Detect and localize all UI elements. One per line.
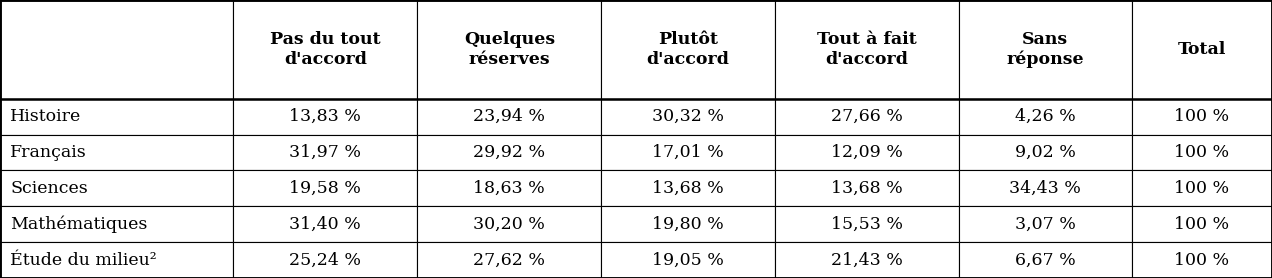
Bar (602, 0, 775, 99)
Text: Total: Total (1178, 41, 1226, 58)
Bar (0, 0, 233, 99)
Bar (417, 135, 602, 170)
Bar (0, 135, 233, 170)
Bar (417, 170, 602, 206)
Bar (959, 99, 1132, 135)
Text: 23,94 %: 23,94 % (473, 108, 546, 125)
Text: 34,43 %: 34,43 % (1010, 180, 1081, 197)
Bar (959, 0, 1132, 99)
Bar (775, 242, 959, 278)
Text: 18,63 %: 18,63 % (473, 180, 546, 197)
Text: Sciences: Sciences (10, 180, 88, 197)
Text: 21,43 %: 21,43 % (831, 252, 903, 269)
Bar (233, 0, 417, 99)
Text: Sans
réponse: Sans réponse (1006, 31, 1084, 68)
Text: 13,68 %: 13,68 % (653, 180, 724, 197)
Text: 100 %: 100 % (1174, 216, 1230, 233)
Bar (233, 242, 417, 278)
Bar (1132, 135, 1272, 170)
Text: 13,83 %: 13,83 % (290, 108, 361, 125)
Bar (1132, 206, 1272, 242)
Bar (602, 242, 775, 278)
Bar (233, 135, 417, 170)
Text: 100 %: 100 % (1174, 252, 1230, 269)
Text: 6,67 %: 6,67 % (1015, 252, 1076, 269)
Bar (602, 135, 775, 170)
Text: 13,68 %: 13,68 % (831, 180, 903, 197)
Bar (0, 206, 233, 242)
Bar (417, 99, 602, 135)
Text: 17,01 %: 17,01 % (653, 144, 724, 161)
Text: Histoire: Histoire (10, 108, 81, 125)
Text: 15,53 %: 15,53 % (831, 216, 903, 233)
Bar (417, 206, 602, 242)
Bar (0, 170, 233, 206)
Text: 19,80 %: 19,80 % (653, 216, 724, 233)
Bar (233, 170, 417, 206)
Bar (775, 170, 959, 206)
Bar (775, 135, 959, 170)
Bar (1132, 170, 1272, 206)
Text: 9,02 %: 9,02 % (1015, 144, 1076, 161)
Text: 3,07 %: 3,07 % (1015, 216, 1076, 233)
Bar (775, 206, 959, 242)
Text: Pas du tout
d'accord: Pas du tout d'accord (270, 31, 380, 68)
Text: Quelques
réserves: Quelques réserves (464, 31, 555, 68)
Bar (1132, 0, 1272, 99)
Text: 19,58 %: 19,58 % (290, 180, 361, 197)
Text: 100 %: 100 % (1174, 108, 1230, 125)
Text: Français: Français (10, 144, 86, 161)
Bar (417, 0, 602, 99)
Text: 27,66 %: 27,66 % (831, 108, 903, 125)
Bar (417, 242, 602, 278)
Bar (775, 0, 959, 99)
Text: Étude du milieu²: Étude du milieu² (10, 252, 156, 269)
Text: 30,32 %: 30,32 % (653, 108, 724, 125)
Bar (775, 99, 959, 135)
Text: Tout à fait
d'accord: Tout à fait d'accord (817, 31, 917, 68)
Bar (959, 206, 1132, 242)
Text: 30,20 %: 30,20 % (473, 216, 546, 233)
Bar (959, 170, 1132, 206)
Text: 100 %: 100 % (1174, 180, 1230, 197)
Bar (1132, 99, 1272, 135)
Bar (0, 242, 233, 278)
Text: 27,62 %: 27,62 % (473, 252, 546, 269)
Bar (959, 242, 1132, 278)
Text: 25,24 %: 25,24 % (289, 252, 361, 269)
Bar (1132, 242, 1272, 278)
Bar (959, 135, 1132, 170)
Bar (602, 170, 775, 206)
Text: 31,97 %: 31,97 % (289, 144, 361, 161)
Text: Mathématiques: Mathématiques (10, 215, 148, 233)
Text: 100 %: 100 % (1174, 144, 1230, 161)
Bar (0, 99, 233, 135)
Text: 31,40 %: 31,40 % (290, 216, 361, 233)
Text: 12,09 %: 12,09 % (831, 144, 903, 161)
Bar (602, 206, 775, 242)
Text: Plutôt
d'accord: Plutôt d'accord (646, 31, 729, 68)
Text: 4,26 %: 4,26 % (1015, 108, 1076, 125)
Bar (233, 206, 417, 242)
Bar (602, 99, 775, 135)
Text: 29,92 %: 29,92 % (473, 144, 546, 161)
Bar (233, 99, 417, 135)
Text: 19,05 %: 19,05 % (653, 252, 724, 269)
